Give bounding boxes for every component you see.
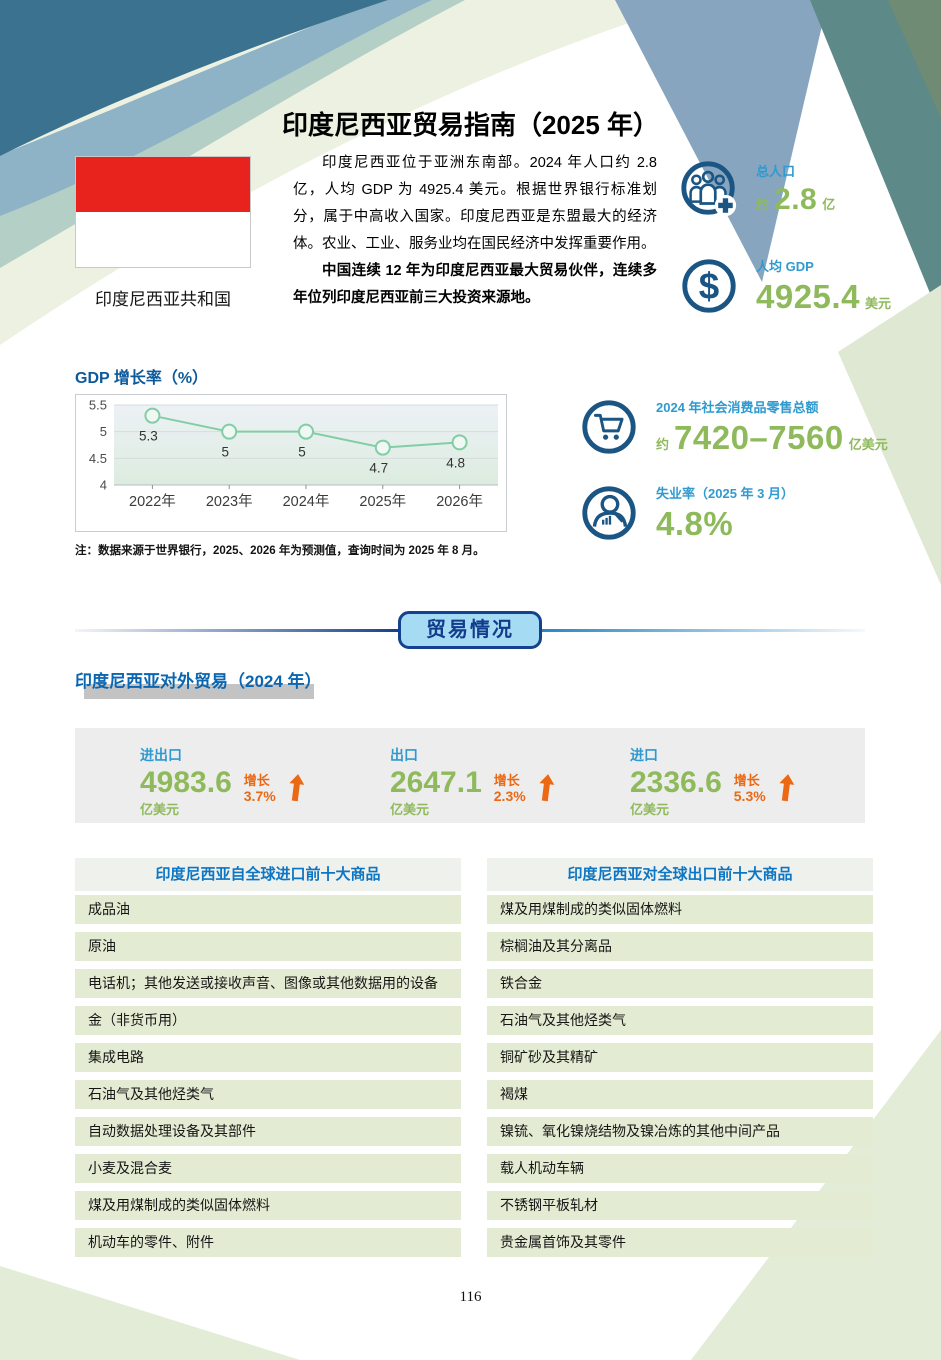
growth-value: 2.3% bbox=[493, 788, 526, 804]
svg-text:4.8: 4.8 bbox=[446, 455, 465, 470]
trade-stat-value: 2647.1 bbox=[390, 766, 482, 799]
stat-label: 总人口 bbox=[756, 164, 796, 179]
stat-unemployment: 失业率（2025 年 3 月） 4.8% bbox=[578, 482, 794, 544]
table-row: 小麦及混合麦 bbox=[75, 1154, 461, 1183]
stat-retail-sales: 2024 年社会消费品零售总额 约 7420–7560 亿美元 bbox=[578, 396, 888, 458]
trade-stat-unit: 亿美元 bbox=[140, 802, 180, 817]
table-row: 电话机；其他发送或接收声音、图像或其他数据用的设备 bbox=[75, 969, 461, 998]
table-row: 贵金属首饰及其零件 bbox=[487, 1228, 873, 1257]
growth-label: 增长 bbox=[493, 773, 520, 788]
flag-white-band bbox=[76, 212, 250, 267]
table-row: 不锈钢平板轧材 bbox=[487, 1191, 873, 1220]
flag-label: 印度尼西亚共和国 bbox=[95, 290, 231, 309]
intro-paragraph-2: 中国连续 12 年为印度尼西亚最大贸易伙伴，连续多年位列印度尼西亚前三大投资来源… bbox=[293, 263, 657, 306]
table-row: 石油气及其他烃类气 bbox=[75, 1080, 461, 1109]
table-row: 石油气及其他烃类气 bbox=[487, 1006, 873, 1035]
trade-stat-label: 进口 bbox=[630, 747, 658, 763]
stat-value: 4925.4 美元 bbox=[756, 278, 891, 315]
svg-text:5: 5 bbox=[100, 424, 107, 439]
trade-stat-value: 2336.6 bbox=[630, 766, 722, 799]
section-heading-highlight bbox=[84, 684, 314, 699]
table-row: 金（非货币用） bbox=[75, 1006, 461, 1035]
svg-text:4.7: 4.7 bbox=[369, 461, 388, 476]
stat-value: 约 7420–7560 亿美元 bbox=[656, 419, 888, 456]
imports-table: 印度尼西亚自全球进口前十大商品 成品油原油电话机；其他发送或接收声音、图像或其他… bbox=[75, 858, 461, 1265]
stat-value: 约 2.8 亿 bbox=[756, 183, 836, 216]
trade-stat-label: 进出口 bbox=[140, 747, 182, 763]
page-number: 116 bbox=[459, 1289, 482, 1305]
stat-label: 2024 年社会消费品零售总额 bbox=[656, 400, 819, 415]
page-title: 印度尼西亚贸易指南（2025 年） bbox=[281, 110, 660, 140]
dollar-icon: $ bbox=[678, 255, 740, 317]
table-row: 机动车的零件、附件 bbox=[75, 1228, 461, 1257]
chart-note: 注：数据来源于世界银行，2025、2026 年为预测值，查询时间为 2025 年… bbox=[75, 545, 485, 557]
svg-text:2025年: 2025年 bbox=[359, 493, 406, 510]
imports-table-header: 印度尼西亚自全球进口前十大商品 bbox=[75, 858, 461, 891]
section-heading: 印度尼西亚对外贸易（2024 年） bbox=[75, 672, 322, 691]
svg-text:2024年: 2024年 bbox=[283, 493, 330, 510]
stat-value: 4.8% bbox=[656, 505, 734, 542]
svg-text:5: 5 bbox=[298, 445, 306, 460]
exports-table: 印度尼西亚对全球出口前十大商品 煤及用煤制成的类似固体燃料 棕榈油及其分离品 铁合金… bbox=[487, 858, 873, 1265]
flag-red-band bbox=[76, 157, 250, 212]
up-arrow-icon bbox=[538, 766, 555, 818]
table-row: 煤及用煤制成的类似固体燃料 bbox=[487, 895, 873, 924]
stat-gdp-per-capita: $ 人均 GDP 4925.4 美元 bbox=[678, 255, 891, 317]
table-row: 镍锍、氧化镍烧结物及镍冶炼的其他中间产品 bbox=[487, 1117, 873, 1146]
table-row: 原油 bbox=[75, 932, 461, 961]
table-row: 成品油 bbox=[75, 895, 461, 924]
trade-stat-total: 进出口 4983.6 亿美元 增长 3.7% bbox=[140, 745, 305, 818]
up-arrow-icon bbox=[288, 766, 305, 818]
trade-stat-import: 进口 2336.6 亿美元 增长 5.3% bbox=[630, 745, 795, 818]
svg-text:5.3: 5.3 bbox=[139, 429, 158, 444]
trade-section-badge: 贸易情况 bbox=[398, 611, 542, 649]
stat-label: 失业率（2025 年 3 月） bbox=[656, 486, 794, 501]
population-icon bbox=[678, 158, 740, 220]
bottom-left-decoration bbox=[0, 1266, 300, 1360]
indonesia-flag bbox=[75, 156, 251, 268]
unemployment-icon bbox=[578, 482, 640, 544]
table-row: 褐煤 bbox=[487, 1080, 873, 1109]
trade-stats-bar: 进出口 4983.6 亿美元 增长 3.7% 出口 2647.1 bbox=[75, 728, 865, 823]
intro-text: 印度尼西亚位于亚洲东南部。2024 年人口约 2.8 亿，人均 GDP 为 49… bbox=[293, 150, 657, 312]
table-row: 铜矿砂及其精矿 bbox=[487, 1043, 873, 1072]
trade-stat-export: 出口 2647.1 亿美元 增长 2.3% bbox=[390, 745, 555, 818]
exports-table-header: 印度尼西亚对全球出口前十大商品 bbox=[487, 858, 873, 891]
growth-value: 5.3% bbox=[733, 788, 766, 804]
growth-label: 增长 bbox=[243, 773, 270, 788]
table-row: 棕榈油及其分离品 bbox=[487, 932, 873, 961]
growth-label: 增长 bbox=[733, 773, 760, 788]
trade-stat-unit: 亿美元 bbox=[630, 802, 670, 817]
divider-line-right bbox=[542, 629, 865, 632]
svg-text:4: 4 bbox=[100, 478, 107, 493]
table-row: 自动数据处理设备及其部件 bbox=[75, 1117, 461, 1146]
intro-paragraph-1: 印度尼西亚位于亚洲东南部。2024 年人口约 2.8 亿，人均 GDP 为 49… bbox=[293, 155, 657, 252]
table-row: 载人机动车辆 bbox=[487, 1154, 873, 1183]
svg-text:4.5: 4.5 bbox=[89, 451, 107, 466]
svg-text:5.5: 5.5 bbox=[89, 398, 107, 413]
table-row: 煤及用煤制成的类似固体燃料 bbox=[75, 1191, 461, 1220]
svg-text:2022年: 2022年 bbox=[129, 493, 176, 510]
trade-stat-value: 4983.6 bbox=[140, 766, 232, 799]
svg-text:2026年: 2026年 bbox=[436, 493, 483, 510]
svg-text:$: $ bbox=[699, 266, 719, 307]
cart-icon bbox=[578, 396, 640, 458]
table-row: 铁合金 bbox=[487, 969, 873, 998]
table-row: 集成电路 bbox=[75, 1043, 461, 1072]
svg-text:2023年: 2023年 bbox=[206, 493, 253, 510]
gdp-growth-chart: 5.5 5 4.5 4 5.3 2022年 5 2023年 5 2024年 4.7 2025年 4.8 2… bbox=[75, 394, 507, 532]
divider-line-left bbox=[75, 629, 398, 632]
stat-population: 总人口 约 2.8 亿 bbox=[678, 158, 835, 220]
up-arrow-icon bbox=[778, 766, 795, 818]
stat-label: 人均 GDP bbox=[756, 259, 814, 274]
chart-title: GDP 增长率（%） bbox=[75, 370, 209, 387]
svg-text:5: 5 bbox=[221, 445, 229, 460]
trade-stat-label: 出口 bbox=[390, 747, 418, 763]
growth-value: 3.7% bbox=[243, 788, 276, 804]
trade-stat-unit: 亿美元 bbox=[390, 802, 430, 817]
